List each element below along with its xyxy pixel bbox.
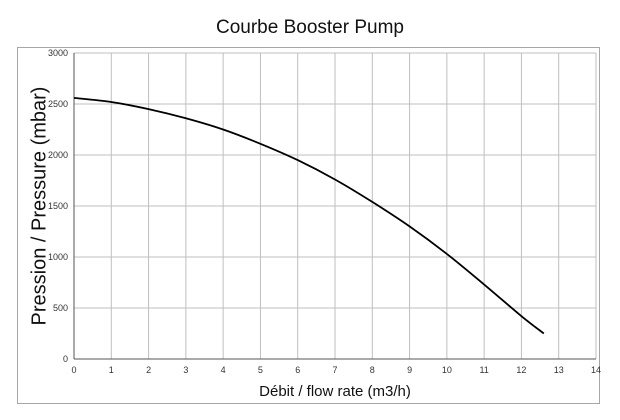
x-tick-label: 5 [258, 365, 263, 375]
x-tick-label: 7 [332, 365, 337, 375]
series-line [73, 96, 545, 335]
y-axis-label: Pression / Pressure (mbar) [28, 86, 51, 326]
y-tick-label: 2500 [48, 99, 68, 109]
chart-title: Courbe Booster Pump [216, 17, 404, 38]
x-tick-label: 10 [442, 365, 452, 375]
x-tick-label: 3 [183, 365, 188, 375]
y-tick-label: 3000 [48, 48, 68, 58]
x-axis-label: Débit / flow rate (m3/h) [259, 383, 411, 400]
x-tick-label: 1 [109, 365, 114, 375]
x-tick-label: 9 [407, 365, 412, 375]
x-tick-label: 6 [295, 365, 300, 375]
x-tick-label: 0 [71, 365, 76, 375]
x-tick-label: 11 [479, 365, 488, 375]
x-tick-label: 13 [554, 365, 564, 375]
y-tick-label: 500 [53, 303, 68, 313]
y-tick-label: 2000 [48, 150, 68, 160]
y-tick-label: 0 [63, 354, 68, 364]
chart-frame [17, 47, 600, 404]
y-tick-label: 1000 [48, 252, 68, 262]
x-tick-label: 12 [516, 365, 526, 375]
x-tick-label: 4 [221, 365, 226, 375]
x-tick-label: 8 [370, 365, 375, 375]
x-tick-label: 14 [591, 365, 601, 375]
x-tick-label: 2 [146, 365, 151, 375]
y-tick-label: 1500 [48, 201, 68, 211]
